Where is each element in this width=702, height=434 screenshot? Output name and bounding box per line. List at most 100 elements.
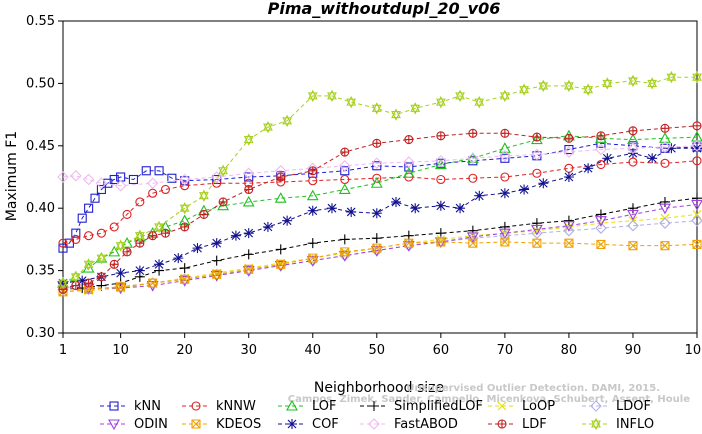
legend-label-loop: LoOP xyxy=(522,399,555,414)
data-point-knn xyxy=(109,174,119,185)
data-point-inflo xyxy=(474,95,485,109)
data-point-ldof xyxy=(531,227,543,239)
data-point-kdeos xyxy=(500,237,510,247)
data-point-knn xyxy=(404,162,414,172)
data-point-loop xyxy=(692,210,702,219)
data-point-lof xyxy=(402,167,415,178)
legend-item-lof: LOF xyxy=(278,399,337,414)
data-point-ldf xyxy=(218,197,228,207)
data-point-knn xyxy=(141,166,151,176)
legend-label-simplifiedlof: SimplifiedLOF xyxy=(394,399,483,414)
data-point-ldf xyxy=(564,133,574,143)
data-point-cof xyxy=(115,268,126,279)
data-point-kdeos xyxy=(692,239,702,249)
data-point-knnw xyxy=(308,176,318,186)
data-point-ldf xyxy=(596,131,606,141)
data-point-odin xyxy=(466,232,479,244)
data-point-simplifiedlof xyxy=(339,234,350,245)
data-point-cof xyxy=(435,200,446,211)
data-point-inflo xyxy=(282,114,293,128)
legend-marker xyxy=(590,400,602,412)
data-point-cof xyxy=(282,215,293,226)
legend-marker xyxy=(368,418,380,430)
x-tick-label: 1 xyxy=(59,343,67,358)
legend-label-lof: LOF xyxy=(312,399,337,414)
data-point-ldof xyxy=(659,217,671,229)
data-point-fastabod xyxy=(627,142,639,155)
data-point-inflo xyxy=(628,74,638,88)
data-point-fastabod xyxy=(95,177,108,190)
data-point-kdeos xyxy=(628,241,638,251)
data-point-cof xyxy=(134,265,145,276)
data-point-loop xyxy=(564,222,574,232)
data-point-fastabod xyxy=(691,140,702,152)
data-point-ldf xyxy=(199,209,209,219)
data-point-inflo xyxy=(327,89,337,103)
data-point-knn xyxy=(244,172,254,182)
data-point-ldf xyxy=(532,132,542,142)
data-point-ldf xyxy=(468,128,478,138)
x-tick-label: 90 xyxy=(625,343,642,358)
data-point-ldf xyxy=(308,166,318,176)
legend-marker xyxy=(286,399,298,411)
data-point-knnw xyxy=(135,197,145,207)
data-point-knnw xyxy=(692,156,702,166)
data-point-cof xyxy=(692,143,702,154)
legend-label-odin: ODIN xyxy=(134,417,168,432)
data-point-ldf xyxy=(660,123,670,133)
series-cof xyxy=(58,143,702,289)
data-point-ldof xyxy=(627,219,639,232)
data-point-inflo xyxy=(647,77,658,90)
x-tick-label: 30 xyxy=(240,343,257,358)
data-point-cof xyxy=(192,243,203,254)
series-line-fastabod xyxy=(62,145,698,187)
data-point-inflo xyxy=(218,164,228,177)
y-tick-label: 0.45 xyxy=(26,139,55,154)
data-point-knnw xyxy=(372,173,382,183)
y-tick-label: 0.40 xyxy=(26,201,55,216)
data-point-lof xyxy=(595,132,607,143)
data-point-knnw xyxy=(96,228,106,238)
data-point-knnw xyxy=(660,158,670,168)
data-point-ldof xyxy=(178,273,191,286)
legend-item-knnw: kNNW xyxy=(182,399,256,414)
data-point-knn xyxy=(500,153,510,163)
data-point-knn xyxy=(58,243,68,253)
series-line-cof xyxy=(62,147,697,284)
series-inflo xyxy=(58,70,702,290)
series-line-knn xyxy=(62,142,698,249)
legend-item-simplifiedlof: SimplifiedLOF xyxy=(360,399,483,414)
data-point-ldf xyxy=(96,272,106,282)
data-point-kdeos xyxy=(244,264,254,274)
data-point-simplifiedlof xyxy=(211,255,222,266)
data-point-knnw xyxy=(109,222,119,232)
x-tick-label: 40 xyxy=(304,343,321,358)
data-point-odin xyxy=(498,228,511,240)
data-point-cof xyxy=(647,153,658,164)
x-axis-label: Neighborhood size xyxy=(314,380,444,396)
data-point-kdeos xyxy=(180,274,190,284)
legend-marker xyxy=(108,419,120,431)
data-point-ldf xyxy=(372,138,382,148)
y-tick-label: 0.50 xyxy=(26,76,55,91)
data-point-kdeos xyxy=(212,269,222,279)
data-point-knnw xyxy=(148,188,158,198)
legend-label-knnw: kNNW xyxy=(216,399,256,414)
data-point-knnw xyxy=(500,172,510,182)
data-point-inflo xyxy=(435,95,446,109)
data-point-ldf xyxy=(436,131,446,141)
data-point-fastabod xyxy=(659,141,671,153)
data-point-simplifiedlof xyxy=(563,215,574,226)
data-point-inflo xyxy=(134,229,145,242)
data-point-inflo xyxy=(179,201,190,215)
data-point-simplifiedlof xyxy=(96,280,107,291)
data-point-kdeos xyxy=(532,238,542,248)
data-point-inflo xyxy=(243,133,254,146)
data-point-cof xyxy=(602,153,613,164)
data-point-cof xyxy=(666,143,677,154)
data-point-kdeos xyxy=(340,247,350,257)
data-point-ldof xyxy=(114,281,127,293)
x-tick-label: 50 xyxy=(369,343,386,358)
data-point-kdeos xyxy=(404,238,414,248)
